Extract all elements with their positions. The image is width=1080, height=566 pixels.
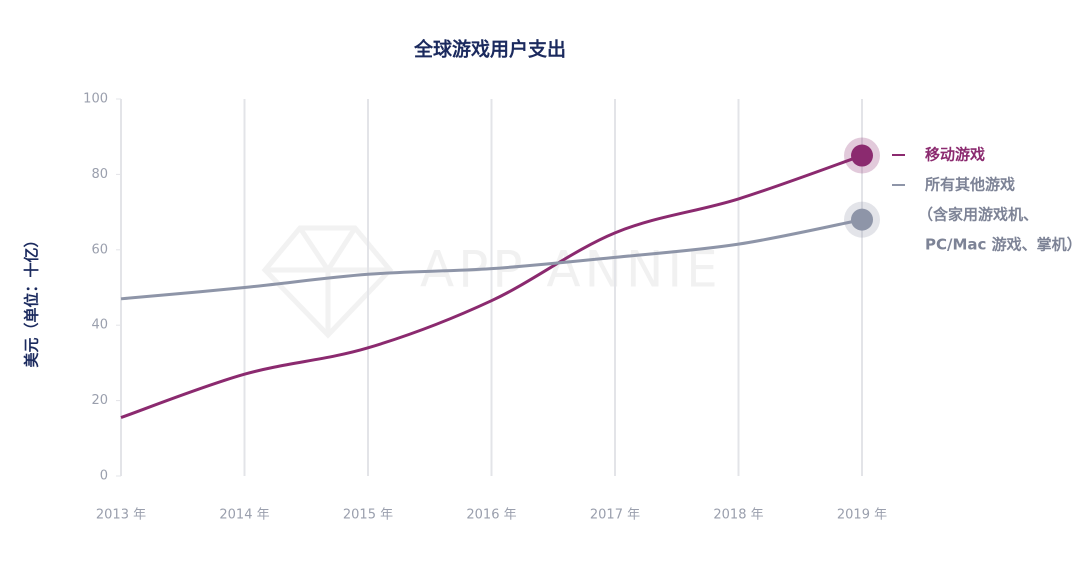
y-tick-label: 60 — [91, 242, 108, 257]
x-tick-label: 2013 年 — [96, 508, 146, 523]
y-tick-label: 80 — [91, 167, 108, 182]
legend-note: PC/Mac 游戏、掌机） — [925, 236, 1080, 254]
end-point — [851, 144, 873, 167]
y-tick-label: 40 — [91, 318, 108, 333]
legend-label: 所有其他游戏 — [925, 176, 1015, 194]
x-tick-label: 2014 年 — [219, 508, 269, 523]
x-tick-label: 2015 年 — [343, 508, 393, 523]
watermark-logo — [261, 225, 394, 339]
y-axis-label: 美元（单位：十亿） — [23, 232, 41, 367]
x-tick-label: 2019 年 — [837, 508, 887, 523]
y-tick-label: 100 — [83, 92, 108, 107]
y-tick-label: 20 — [91, 393, 108, 408]
x-tick-label: 2018 年 — [713, 508, 763, 523]
legend-label: 移动游戏 — [925, 146, 985, 164]
x-tick-label: 2016 年 — [466, 508, 516, 523]
chart-title: 全球游戏用户支出 — [413, 38, 566, 61]
line — [120, 218, 863, 301]
x-tick-label: 2017 年 — [590, 508, 640, 523]
legend-note: （含家用游戏机、 — [918, 206, 1038, 224]
y-tick-label: 0 — [100, 469, 108, 484]
watermark-group: APP ANNIE — [261, 225, 718, 339]
end-point — [851, 208, 873, 231]
line — [120, 154, 863, 419]
